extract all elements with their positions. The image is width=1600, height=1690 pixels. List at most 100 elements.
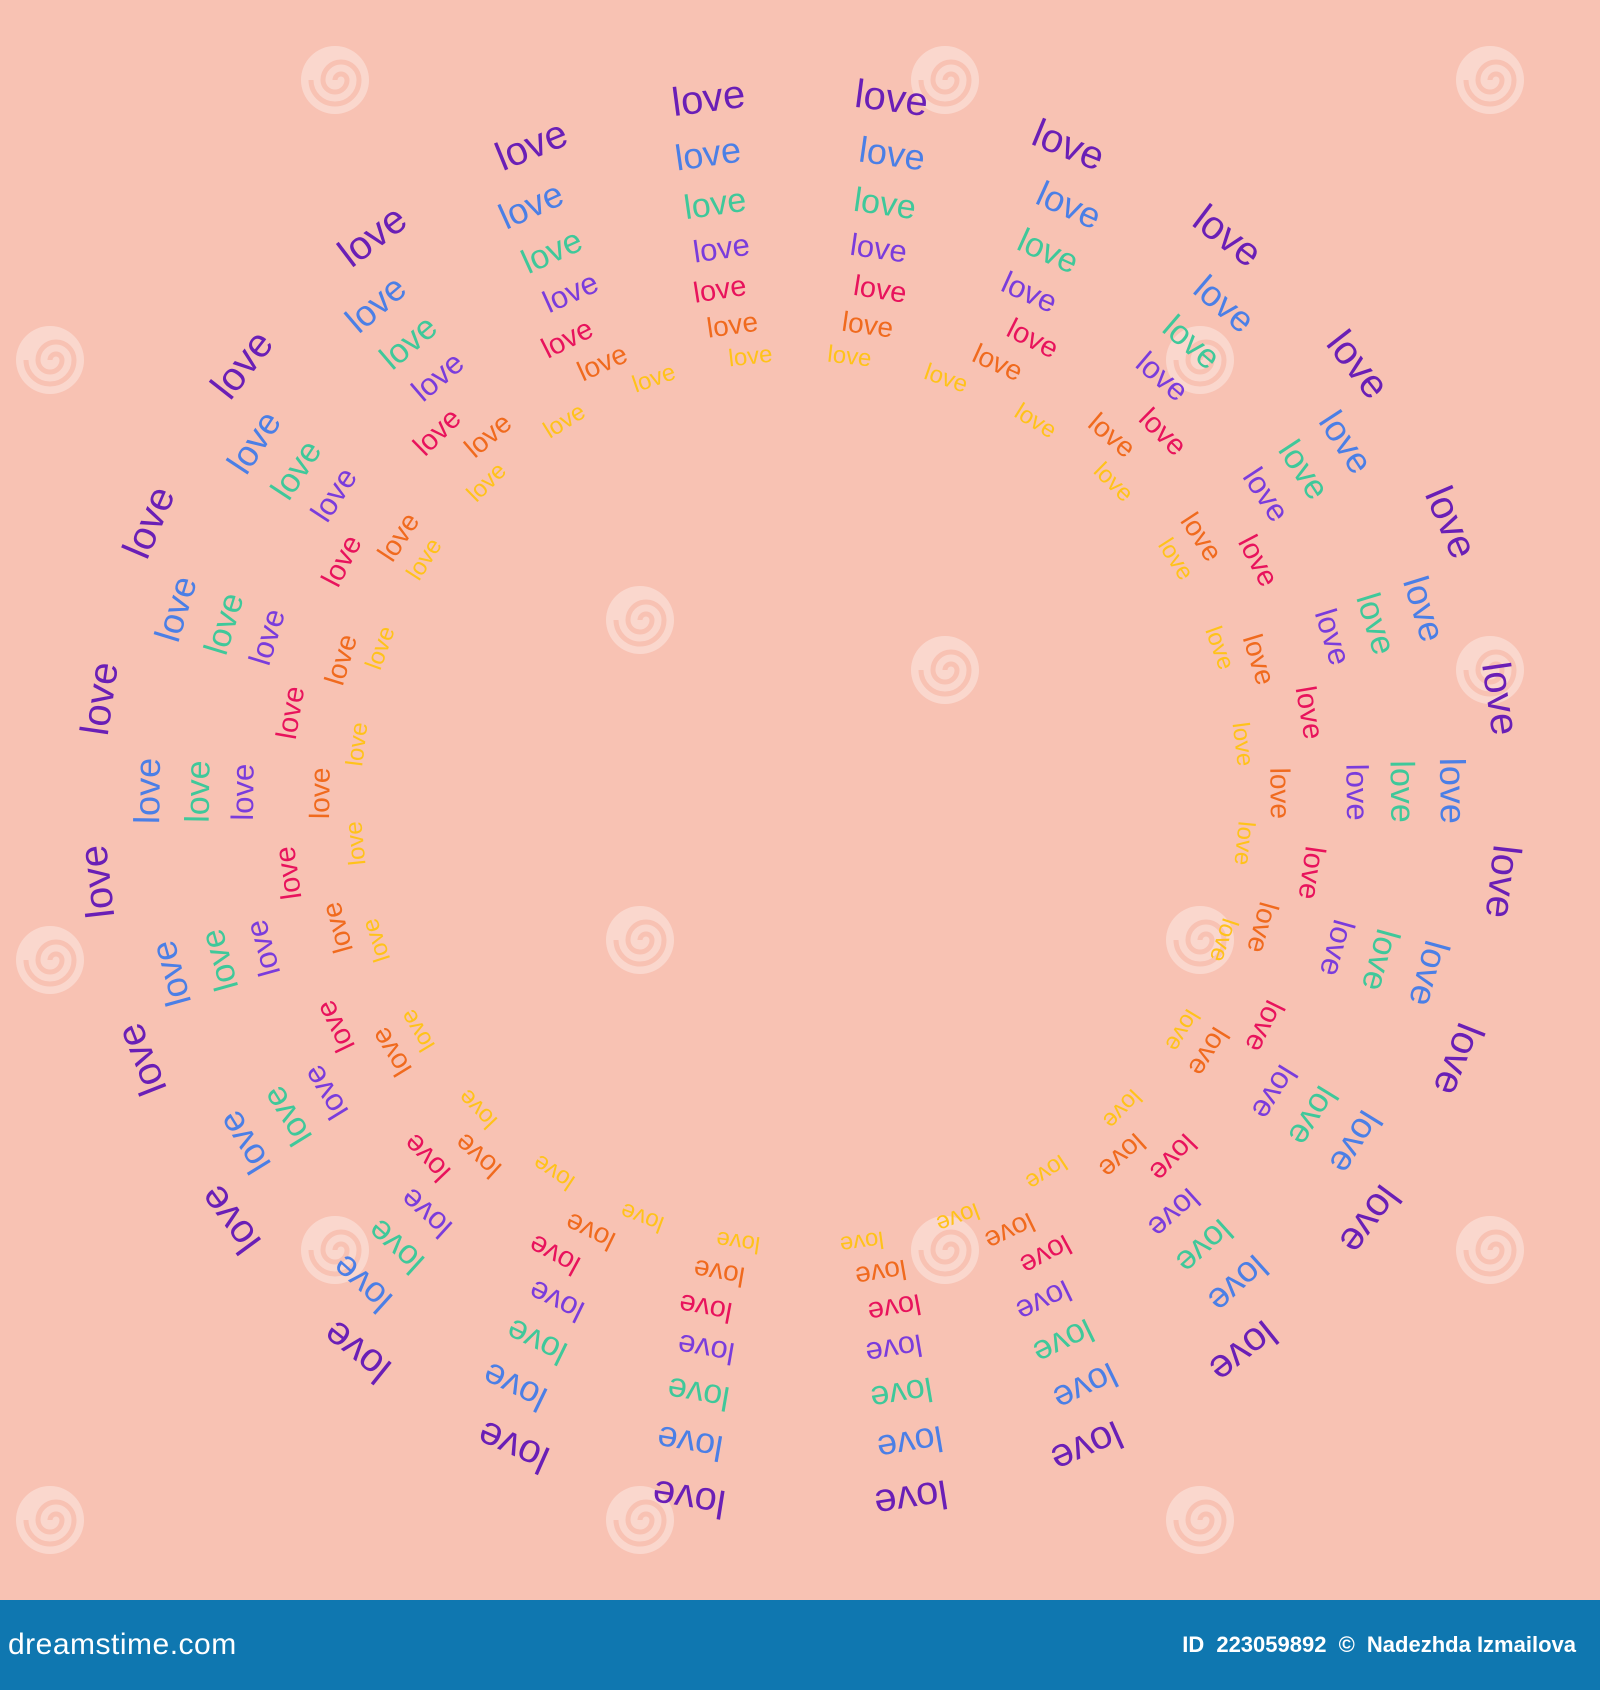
spiral-watermark-icon: [16, 326, 84, 394]
love-word: love: [1199, 623, 1239, 674]
spiral-watermark-icon: [1456, 1216, 1524, 1284]
love-word: love: [73, 659, 127, 738]
love-word: love: [691, 227, 752, 270]
love-word: love: [851, 181, 918, 227]
love-word: love: [319, 630, 364, 688]
love-word: love: [1473, 659, 1527, 738]
love-word: love: [310, 995, 362, 1057]
love-word: love: [1132, 402, 1192, 462]
love-word: love: [932, 1197, 983, 1238]
love-word: love: [874, 1418, 946, 1470]
love-word: love: [471, 1412, 556, 1482]
love-word: love: [1292, 844, 1331, 901]
love-word: love: [714, 1225, 761, 1258]
spiral-watermark-icon: [606, 1486, 674, 1554]
love-word: love: [1382, 760, 1421, 823]
love-word: love: [840, 306, 895, 344]
love-word: love: [316, 530, 369, 592]
love-word: love: [269, 844, 308, 901]
love-word: love: [1088, 457, 1138, 507]
ring-7: lovelovelovelovelovelovelovelovelovelove…: [340, 341, 1259, 1259]
love-word: love: [629, 358, 679, 398]
love-word: love: [851, 270, 909, 310]
love-word: love: [1313, 916, 1362, 980]
spiral-watermark-icon: [1166, 906, 1234, 974]
ring-1: love love love love love love love love love love…: [71, 72, 1529, 1526]
love-word: love: [852, 72, 930, 125]
author-name: Nadezhda Izmailova: [1366, 1632, 1576, 1657]
love-word: love: [341, 721, 373, 768]
love-word: love: [1227, 721, 1259, 768]
love-word: love: [1237, 630, 1282, 688]
love-word: love: [115, 480, 184, 565]
love-word: love: [1289, 684, 1330, 742]
love-word: love: [1477, 843, 1529, 921]
love-word: love: [146, 571, 205, 646]
love-rings: love love love love love love love love love love…: [71, 72, 1529, 1526]
love-word: love: [682, 181, 749, 227]
love-word: love: [448, 1127, 507, 1184]
love-word: love: [1330, 1177, 1409, 1262]
love-word: love: [871, 1471, 950, 1526]
spiral-watermark-icon: [301, 1216, 369, 1284]
love-word: love: [1201, 1311, 1286, 1391]
love-word: love: [1097, 1084, 1147, 1134]
footer-credit: ID 223059892 © Nadezhda Izmailova: [1176, 1632, 1576, 1658]
love-word: love: [691, 1254, 747, 1293]
love-word: love: [1143, 1127, 1203, 1188]
love-word: love: [193, 925, 246, 995]
love-word: love: [1020, 1149, 1072, 1196]
spiral-watermark-icon: [1456, 46, 1524, 114]
love-word: love: [838, 1225, 885, 1258]
watermark-layer: [16, 46, 1524, 1554]
spiral-watermark-icon: [606, 906, 674, 974]
love-word: love: [202, 322, 282, 407]
love-word: love: [1424, 1017, 1492, 1101]
love-word: love: [126, 758, 168, 825]
love-word: love: [1185, 197, 1270, 276]
love-word: love: [528, 1149, 580, 1196]
footer-bar: dreamstime.com ID 223059892 © Nadezhda I…: [0, 1600, 1600, 1690]
ring-5: lovelovelovelovelovelovelovelovelovelove…: [269, 270, 1330, 1328]
love-word: love: [225, 763, 261, 820]
love-word: love: [462, 457, 512, 507]
spiral-watermark-icon: [1166, 1486, 1234, 1554]
love-word: love: [315, 1311, 400, 1391]
love-word: love: [865, 1287, 923, 1328]
love-word: love: [330, 197, 415, 276]
love-word: love: [489, 111, 574, 180]
spiral-watermark-icon: [911, 1216, 979, 1284]
love-word: love: [691, 270, 749, 310]
love-word: love: [677, 1287, 735, 1328]
love-word: love: [407, 402, 467, 462]
love-word: love: [1416, 480, 1485, 565]
footer-logo[interactable]: dreamstime.com: [8, 1628, 237, 1661]
love-word: love: [315, 899, 359, 957]
love-word: love: [672, 129, 743, 179]
love-word: love: [863, 1327, 925, 1371]
love-word: love: [71, 843, 123, 921]
love-word: love: [921, 358, 971, 398]
love-word: love: [1432, 758, 1474, 825]
spiral-watermark-icon: [1456, 636, 1524, 704]
love-word: love: [191, 1177, 270, 1262]
spiral-watermark-icon: [911, 46, 979, 114]
love-word: love: [238, 916, 287, 980]
love-word: love: [1308, 605, 1358, 670]
spiral-watermark-icon: [606, 586, 674, 654]
love-word: love: [1238, 995, 1290, 1057]
love-word: love: [271, 684, 312, 742]
love-ring-artwork: love love love love love love love love love love…: [16, 46, 1529, 1554]
ring-6: lovelovelovelovelovelovelovelovelovelove…: [304, 306, 1296, 1293]
love-word: love: [340, 820, 371, 866]
love-word: love: [1093, 1127, 1152, 1184]
ring-4: lovelovelovelovelovelovelovelovelovelove…: [225, 227, 1375, 1371]
id-value: 223059892: [1216, 1632, 1327, 1657]
love-word: love: [826, 341, 873, 373]
love-word: love: [458, 407, 517, 464]
love-word: love: [242, 605, 292, 670]
love-word: love: [1395, 571, 1454, 646]
love-word: love: [1339, 763, 1375, 820]
love-word: love: [1026, 111, 1111, 180]
love-word: love: [1318, 322, 1398, 407]
